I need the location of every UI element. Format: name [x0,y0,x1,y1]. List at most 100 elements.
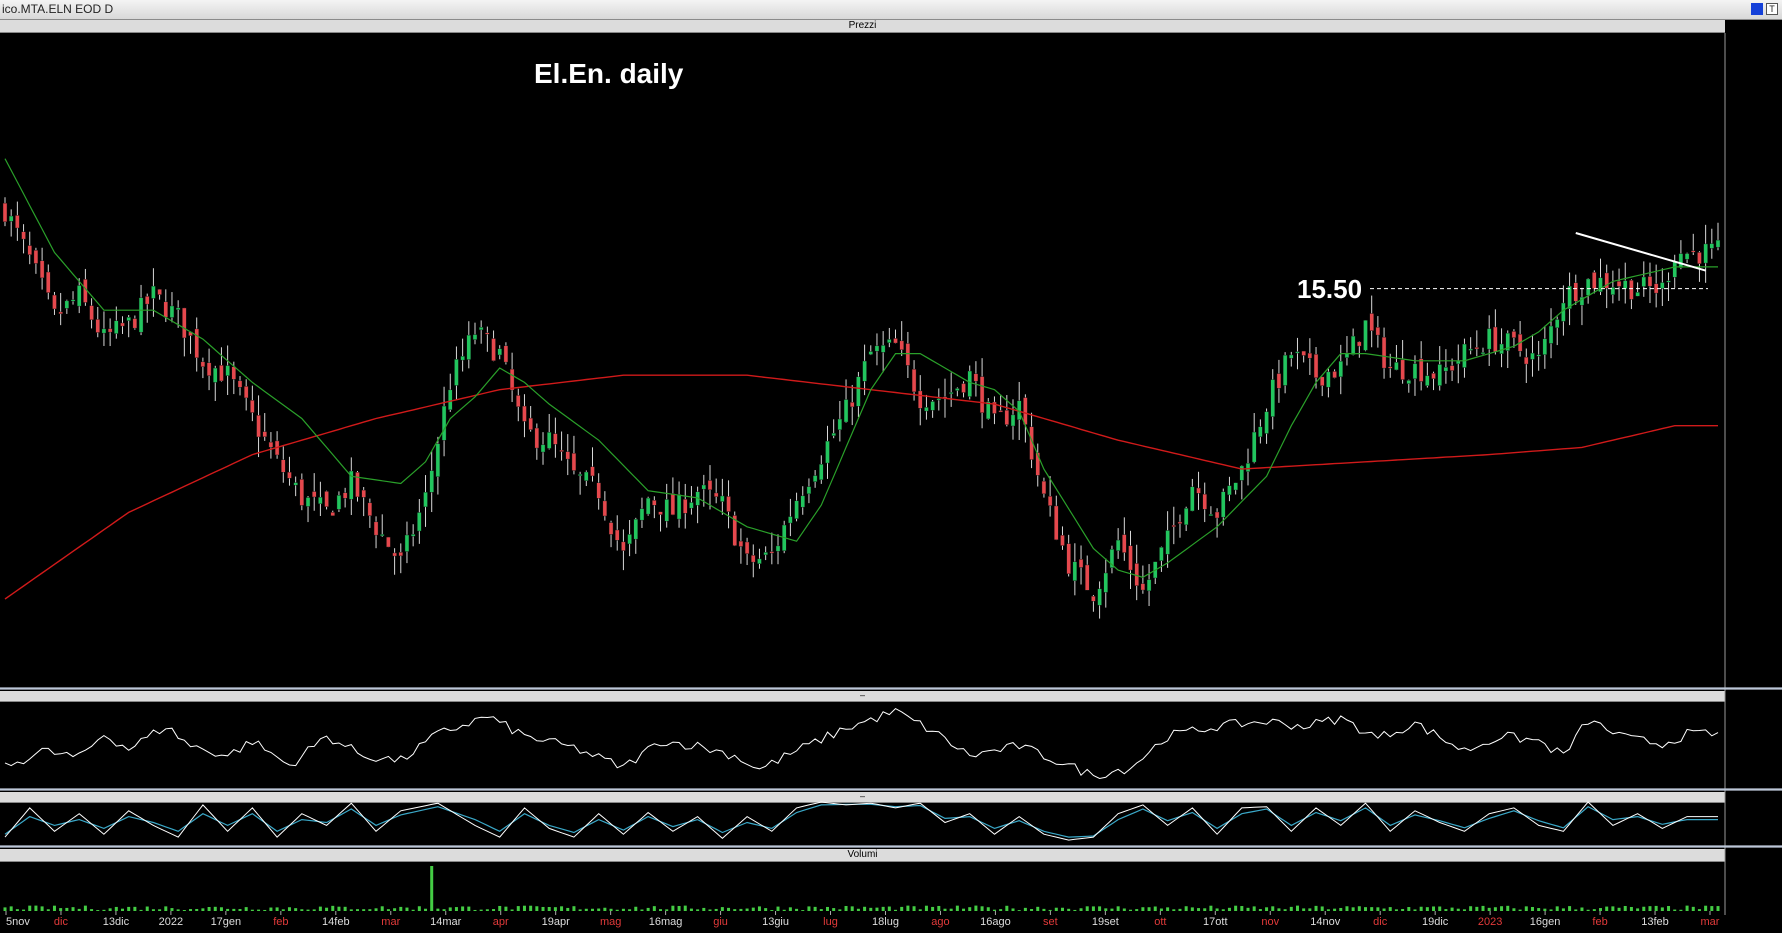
candle-up [1258,426,1263,438]
volume-bar [1122,908,1126,911]
candle-down [1691,250,1696,253]
candle-up [1344,352,1350,358]
candle-down [1573,282,1578,302]
volume-bar [1667,906,1671,911]
volume-bar [869,907,873,911]
candle-up [1443,367,1449,372]
volume-bar [1197,908,1201,911]
volume-bar [1679,909,1683,911]
panel-title-volumes: Volumi [0,849,1725,862]
candle-down [1418,358,1424,382]
volume-bar [1240,906,1244,911]
volume-bar [1011,908,1015,911]
volume-bar [306,909,310,911]
volume-bar [1469,906,1473,911]
candle-up [1245,463,1251,472]
candle-down [713,492,719,497]
volume-bar [1691,906,1695,911]
volume-bar [1017,910,1021,911]
candle-down [330,512,335,516]
volume-bar [1153,906,1157,911]
volume-bar [937,905,941,911]
candle-up [151,285,156,299]
volume-bar [1129,909,1133,911]
candle-down [1474,347,1480,350]
x-tick-label: nov [1261,916,1279,928]
volume-bar [659,909,663,911]
candle-up [435,443,441,477]
volume-bar [1493,907,1497,911]
candle-down [615,529,620,541]
candle-up [1146,579,1152,592]
candle-up [540,444,546,453]
volume-bar [1190,907,1194,911]
candle-up [955,388,960,391]
candle-up [986,401,991,420]
volume-bar [380,906,384,911]
candle-up [1598,277,1603,293]
volume-bar [1302,908,1306,911]
volume-bar [1530,906,1534,911]
x-tick-label: 14feb [322,916,350,928]
candle-down [373,521,379,536]
volume-bar [782,909,786,911]
candle-down [973,373,979,382]
candle-up [305,497,311,507]
candle-up [775,545,781,552]
volume-bar [516,906,520,911]
candle-down [1647,276,1653,287]
x-tick-label: lug [823,916,838,928]
volume-bar [522,905,526,911]
candle-up [1678,253,1684,269]
moving-average-long [4,374,1718,600]
volume-bar [1357,906,1361,911]
candle-up [1338,360,1343,378]
candle-down [1128,545,1133,571]
candle-up [1165,530,1170,555]
volume-bar [1227,907,1231,911]
panel-title-prices: Prezzi [0,20,1725,33]
candle-down [15,215,20,229]
volume-bar [1456,908,1460,911]
candle-up [441,405,447,441]
candle-down [361,489,366,498]
candle-down [1177,521,1183,524]
candle-up [862,360,867,382]
volume-bar [355,909,359,911]
volume-bar [1023,907,1027,911]
volume-bar [894,909,898,911]
volume-bar [1104,908,1108,911]
volume-bar [40,906,44,911]
candle-down [243,386,249,399]
volume-bar [844,905,848,911]
candle-down [1332,371,1337,378]
volume-bar [1555,906,1559,911]
candle-up [720,495,725,502]
volume-bar [15,909,19,911]
volume-bar [275,907,279,911]
candle-up [1610,286,1616,295]
candle-down [1047,496,1053,506]
volume-bar [974,905,978,911]
candle-up [1542,338,1548,355]
candle-up [924,407,929,412]
volume-bar [529,905,533,911]
candle-up [1412,363,1418,379]
candle-up [1425,375,1430,386]
volume-bar [133,906,137,911]
close-button[interactable]: T [1766,3,1778,15]
candle-up [967,370,972,397]
candle-down [52,294,57,310]
candle-down [1004,409,1010,425]
candle-up [423,491,428,508]
candle-down [1140,583,1146,591]
volume-bar [120,908,124,911]
restore-button[interactable] [1751,3,1763,15]
candle-up [77,285,82,307]
candle-up [1239,465,1245,481]
candle-down [237,380,243,388]
volume-bar [1636,908,1640,911]
x-tick-label: ott [1154,916,1166,928]
candle-down [1307,352,1313,359]
volume-bar [1221,909,1225,911]
